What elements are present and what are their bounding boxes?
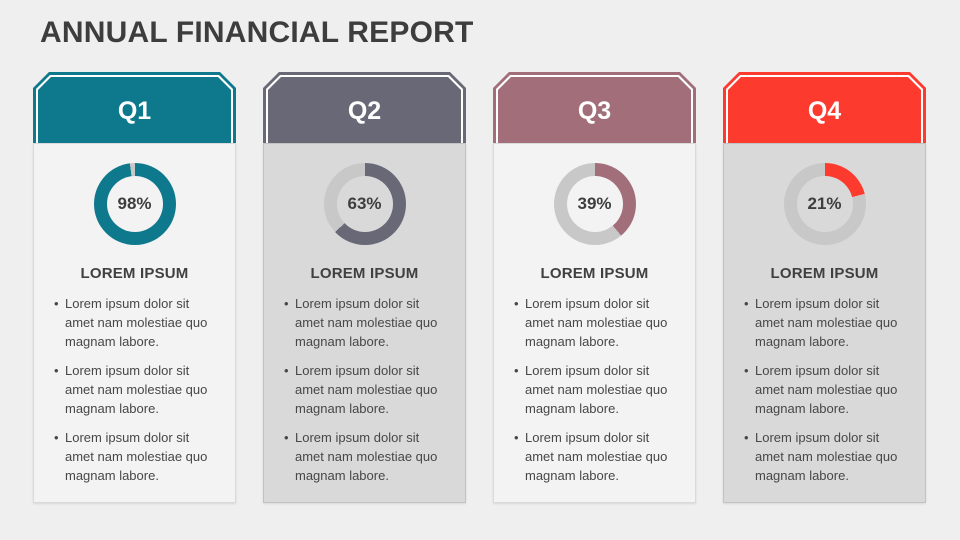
quarter-label: Q4: [807, 97, 842, 125]
bullet-item: Lorem ipsum dolor sit amet nam molestiae…: [744, 428, 909, 485]
quarter-header: Q4: [723, 72, 926, 143]
percent-value: 98%: [117, 194, 152, 213]
bullet-list: Lorem ipsum dolor sit amet nam molestiae…: [280, 294, 449, 485]
donut-center: 98%: [106, 176, 163, 232]
quarter-card-q3: Q3 39% LOREM IPSUM Lorem ipsum dolor sit…: [493, 72, 696, 503]
card-heading: LOREM IPSUM: [770, 265, 879, 282]
card-body: 98% LOREM IPSUM Lorem ipsum dolor sit am…: [33, 143, 236, 503]
donut-chart: 21%: [783, 163, 866, 245]
page-title: ANNUAL FINANCIAL REPORT: [40, 16, 474, 49]
header-fill: [38, 77, 231, 143]
quarter-cards-row: Q1 98% LOREM IPSUM Lorem ipsum dolor sit…: [33, 72, 926, 503]
quarter-card-q2: Q2 63% LOREM IPSUM Lorem ipsum dolor sit…: [263, 72, 466, 503]
bullet-item: Lorem ipsum dolor sit amet nam molestiae…: [54, 361, 219, 418]
bullet-item: Lorem ipsum dolor sit amet nam molestiae…: [514, 428, 679, 485]
bullet-list: Lorem ipsum dolor sit amet nam molestiae…: [50, 294, 219, 485]
bullet-item: Lorem ipsum dolor sit amet nam molestiae…: [54, 294, 219, 351]
quarter-card-q1: Q1 98% LOREM IPSUM Lorem ipsum dolor sit…: [33, 72, 236, 503]
quarter-label: Q2: [347, 97, 382, 125]
bullet-item: Lorem ipsum dolor sit amet nam molestiae…: [284, 294, 449, 351]
card-body: 63% LOREM IPSUM Lorem ipsum dolor sit am…: [263, 143, 466, 503]
quarter-header: Q2: [263, 72, 466, 143]
bullet-item: Lorem ipsum dolor sit amet nam molestiae…: [284, 428, 449, 485]
card-body: 39% LOREM IPSUM Lorem ipsum dolor sit am…: [493, 143, 696, 503]
bullet-item: Lorem ipsum dolor sit amet nam molestiae…: [284, 361, 449, 418]
header-fill: [268, 77, 461, 143]
donut-chart: 98%: [93, 163, 176, 245]
bullet-list: Lorem ipsum dolor sit amet nam molestiae…: [740, 294, 909, 485]
card-body: 21% LOREM IPSUM Lorem ipsum dolor sit am…: [723, 143, 926, 503]
donut-chart: 63%: [323, 163, 406, 245]
card-heading: LOREM IPSUM: [310, 265, 419, 282]
quarter-header: Q3: [493, 72, 696, 143]
quarter-card-q4: Q4 21% LOREM IPSUM Lorem ipsum dolor sit…: [723, 72, 926, 503]
card-heading: LOREM IPSUM: [540, 265, 649, 282]
bullet-item: Lorem ipsum dolor sit amet nam molestiae…: [514, 294, 679, 351]
donut-chart: 39%: [553, 163, 636, 245]
percent-value: 21%: [807, 194, 842, 213]
percent-value: 39%: [577, 194, 612, 213]
bullet-item: Lorem ipsum dolor sit amet nam molestiae…: [54, 428, 219, 485]
donut-center: 63%: [336, 176, 393, 232]
bullet-list: Lorem ipsum dolor sit amet nam molestiae…: [510, 294, 679, 485]
donut-center: 39%: [566, 176, 623, 232]
quarter-label: Q1: [117, 97, 152, 125]
header-fill: [728, 77, 921, 143]
quarter-header: Q1: [33, 72, 236, 143]
bullet-item: Lorem ipsum dolor sit amet nam molestiae…: [514, 361, 679, 418]
bullet-item: Lorem ipsum dolor sit amet nam molestiae…: [744, 294, 909, 351]
card-heading: LOREM IPSUM: [80, 265, 189, 282]
percent-value: 63%: [347, 194, 382, 213]
bullet-item: Lorem ipsum dolor sit amet nam molestiae…: [744, 361, 909, 418]
donut-center: 21%: [796, 176, 853, 232]
header-fill: [498, 77, 691, 143]
quarter-label: Q3: [577, 97, 612, 125]
